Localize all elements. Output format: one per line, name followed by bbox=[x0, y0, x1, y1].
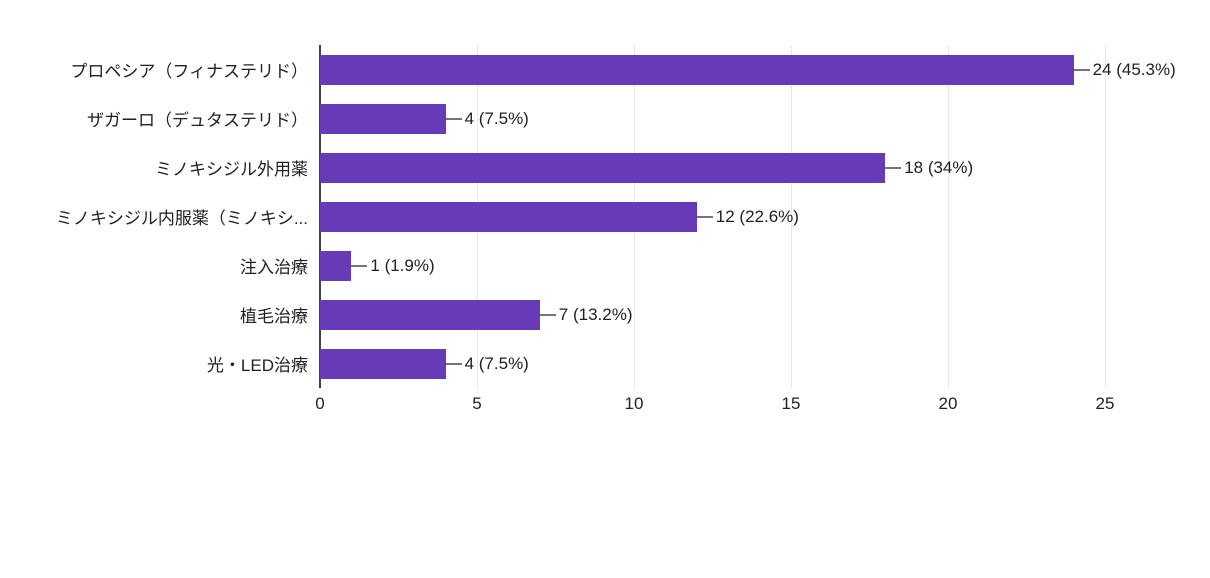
category-label: ミノキシジル外用薬 bbox=[155, 160, 308, 179]
category-label: プロペシア（フィナステリド） bbox=[70, 62, 308, 81]
x-tick-label: 0 bbox=[315, 394, 325, 413]
x-axis: 0 5 10 15 20 25 bbox=[315, 394, 1114, 418]
value-label: 7 (13.2%) bbox=[558, 304, 633, 324]
value-label: 12 (22.6%) bbox=[715, 206, 799, 226]
x-tick-label: 20 bbox=[938, 394, 958, 413]
x-tick-label: 5 bbox=[472, 394, 482, 413]
bar-row: 18 (34%) bbox=[320, 143, 1105, 192]
value-connector-line bbox=[351, 264, 368, 267]
bar bbox=[320, 299, 540, 330]
bar-row: 24 (45.3%) bbox=[320, 45, 1176, 94]
category-label: ザガーロ（デュタステリド） bbox=[87, 111, 308, 130]
value-connector-line bbox=[445, 117, 462, 120]
value-label: 1 (1.9%) bbox=[370, 255, 435, 275]
value-label: 24 (45.3%) bbox=[1092, 59, 1176, 79]
bar bbox=[320, 250, 352, 281]
gridline bbox=[1105, 45, 1106, 388]
category-label: 植毛治療 bbox=[240, 307, 308, 326]
bar bbox=[320, 201, 697, 232]
value-label: 4 (7.5%) bbox=[464, 108, 529, 128]
category-label: 光・LED治療 bbox=[206, 356, 308, 375]
value-connector-line bbox=[445, 362, 462, 365]
value-label: 4 (7.5%) bbox=[464, 353, 529, 373]
bar bbox=[320, 152, 886, 183]
bar-row: 7 (13.2%) bbox=[320, 290, 1105, 339]
category-labels: プロペシア（フィナステリド） ザガーロ（デュタステリド） ミノキシジル外用薬ミノキシ… bbox=[0, 45, 308, 388]
x-tick-label: 15 bbox=[781, 394, 801, 413]
bar bbox=[320, 348, 446, 379]
bar-row: 4 (7.5%) bbox=[320, 94, 1105, 143]
gridline bbox=[791, 45, 792, 388]
plot-area: 24 (45.3%) 4 (7.5%) 18 (34%) 12 (22.6%) 1 (1… bbox=[319, 45, 1176, 388]
x-tick-label: 25 bbox=[1095, 394, 1115, 413]
category-label: 注入治療 bbox=[240, 258, 308, 277]
bar-row: 4 (7.5%) bbox=[320, 339, 1105, 388]
gridline bbox=[948, 45, 949, 388]
value-label: 18 (34%) bbox=[904, 157, 974, 177]
bar bbox=[320, 54, 1074, 85]
bar-row: 1 (1.9%) bbox=[320, 241, 1105, 290]
bar-rows: 24 (45.3%) 4 (7.5%) 18 (34%) 12 (22.6%) 1 (1… bbox=[320, 45, 1176, 388]
category-label: ミノキシジル内服薬（ミノキシ... bbox=[55, 209, 308, 228]
value-connector-line bbox=[1073, 68, 1090, 71]
bar-row: 12 (22.6%) bbox=[320, 192, 1105, 241]
value-connector-line bbox=[885, 166, 902, 169]
x-tick-label: 10 bbox=[624, 394, 644, 413]
bar bbox=[320, 103, 446, 134]
value-connector-line bbox=[696, 215, 713, 218]
value-connector-line bbox=[539, 313, 556, 316]
